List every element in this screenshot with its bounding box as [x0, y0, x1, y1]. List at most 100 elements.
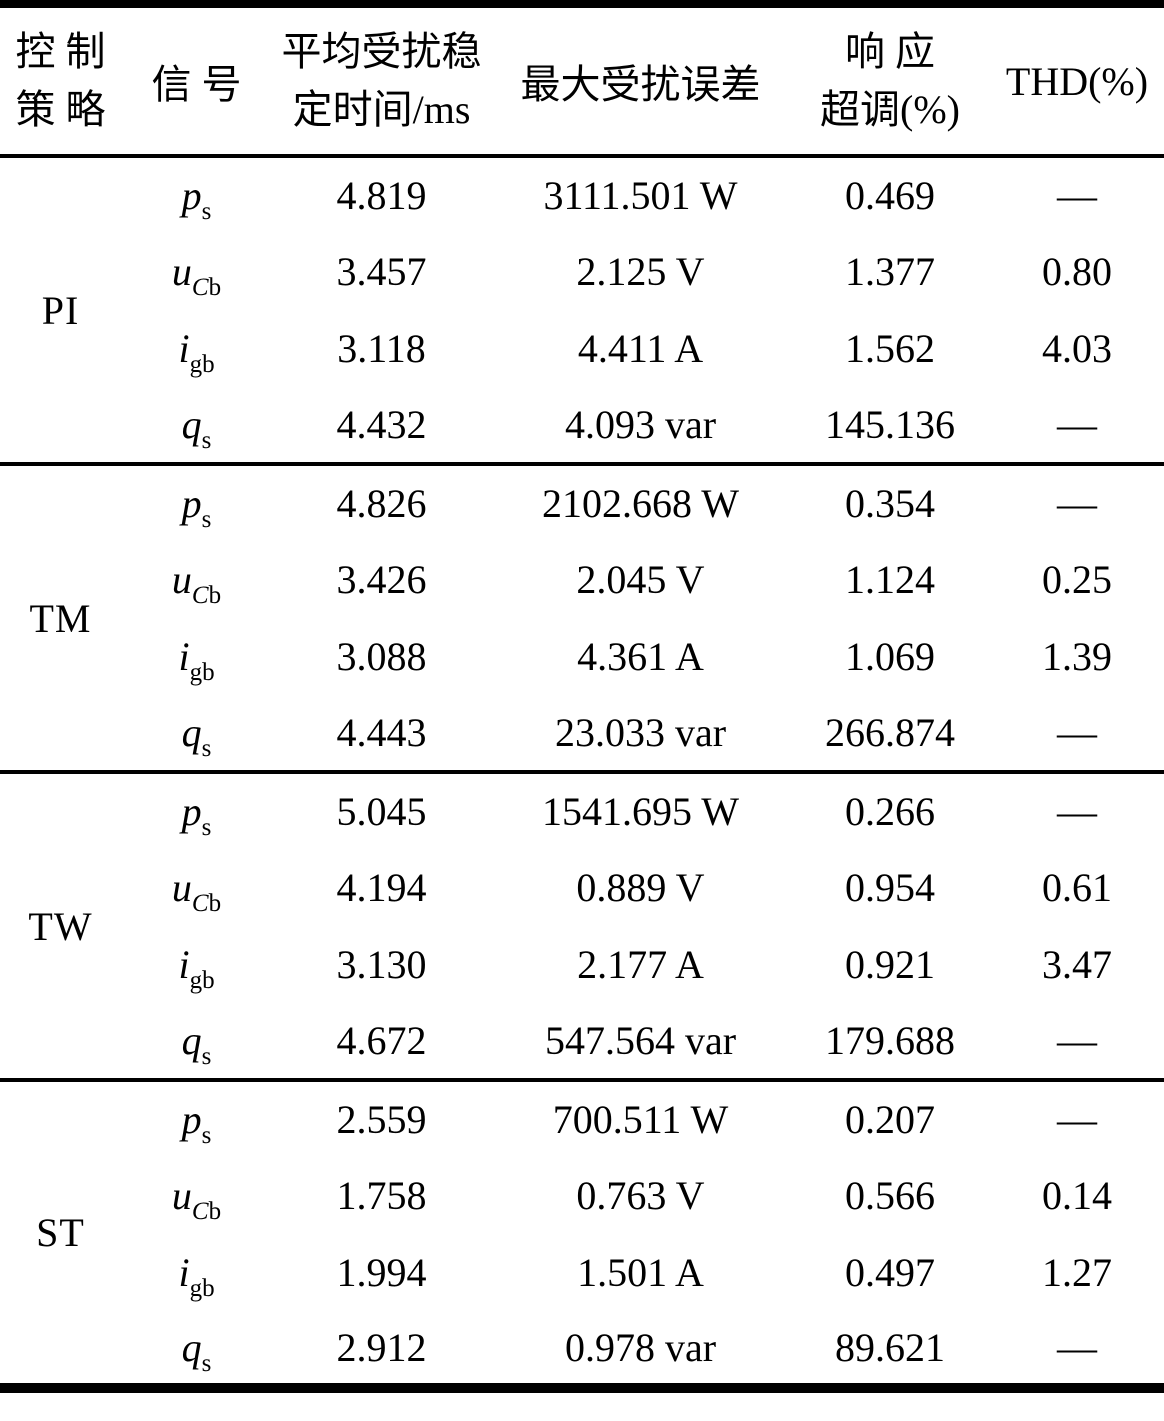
overshoot-cell: 145.136	[825, 402, 955, 447]
table-header: 控 制 策 略 信 号 平均受扰稳 定时间/ms 最大受扰误差 响 应 超调(%…	[0, 4, 1164, 156]
signal-cell: ps	[121, 772, 272, 849]
signal-subscript: gb	[189, 967, 215, 994]
settling-time-cell: 4.194	[336, 865, 427, 910]
signal-cell: uCb	[121, 849, 272, 926]
signal-subscript: Cb	[191, 582, 222, 609]
table-row: qs 4.443 23.033 var 266.874 —	[0, 695, 1164, 772]
thd-cell: —	[1057, 789, 1097, 834]
thd-cell: 1.27	[1042, 1250, 1112, 1295]
signal-subscript: Cb	[191, 890, 222, 917]
settling-time-cell: 2.559	[336, 1097, 427, 1142]
overshoot-cell: 0.354	[845, 481, 935, 526]
overshoot-cell: 89.621	[835, 1324, 945, 1370]
settling-time-cell: 4.819	[336, 173, 427, 218]
overshoot-cell: 0.921	[845, 942, 935, 987]
thd-cell: —	[1057, 1324, 1097, 1370]
overshoot-cell: 0.266	[845, 789, 935, 834]
strategy-cell: ST	[36, 1210, 85, 1255]
signal-cell: igb	[121, 926, 272, 1003]
table-row: uCb 3.426 2.045 V 1.124 0.25	[0, 541, 1164, 618]
col-header-thd: THD(%)	[1005, 58, 1149, 104]
signal-symbol: u	[171, 1173, 192, 1218]
signal-symbol: q	[181, 710, 202, 755]
table-row: uCb 3.457 2.125 V 1.377 0.80	[0, 233, 1164, 310]
strategy-cell: PI	[41, 287, 80, 333]
table-row: qs 4.432 4.093 var 145.136 —	[0, 387, 1164, 464]
col-header-overshoot-line2: 超调(%)	[820, 87, 960, 132]
settling-time-cell: 3.426	[336, 557, 427, 602]
col-header-strategy: 控 制 策 略	[0, 4, 121, 156]
signal-symbol: i	[178, 634, 190, 679]
signal-cell: igb	[121, 310, 272, 387]
max-error-cell: 0.978 var	[564, 1324, 717, 1370]
thd-cell: —	[1057, 1097, 1097, 1142]
signal-cell: uCb	[121, 233, 272, 310]
max-error-cell: 0.763 V	[576, 1173, 705, 1218]
signal-subscript: s	[201, 814, 212, 841]
signal-subscript: s	[201, 198, 212, 225]
signal-cell: qs	[121, 695, 272, 772]
max-error-cell: 1.501 A	[577, 1250, 704, 1295]
signal-symbol: p	[181, 789, 202, 834]
signal-symbol: q	[181, 402, 202, 447]
signal-cell: ps	[121, 1080, 272, 1157]
thd-cell: —	[1057, 402, 1097, 447]
group-pi: PI ps 4.819 3111.501 W 0.469 — uCb 3.457…	[0, 156, 1164, 464]
signal-symbol: u	[171, 249, 192, 294]
col-header-strategy-line1: 控 制	[15, 29, 106, 74]
thd-cell: 3.47	[1042, 942, 1112, 987]
overshoot-cell: 0.469	[845, 173, 935, 218]
thd-cell: 1.39	[1042, 634, 1112, 679]
settling-time-cell: 3.130	[336, 942, 427, 987]
signal-subscript: gb	[189, 1275, 215, 1302]
signal-symbol: p	[181, 481, 202, 526]
col-header-overshoot-line1: 响 应	[845, 29, 935, 74]
max-error-cell: 0.889 V	[576, 865, 705, 910]
settling-time-cell: 4.826	[336, 481, 427, 526]
signal-cell: igb	[121, 618, 272, 695]
col-header-overshoot: 响 应 超调(%)	[790, 4, 990, 156]
thd-cell: 0.14	[1042, 1173, 1112, 1218]
signal-subscript: s	[201, 1043, 212, 1070]
thd-cell: —	[1057, 481, 1097, 526]
settling-time-cell: 1.994	[336, 1250, 427, 1295]
col-header-max-error: 最大受扰误差	[520, 62, 761, 107]
overshoot-cell: 1.562	[845, 326, 935, 371]
signal-symbol: u	[171, 557, 192, 602]
signal-subscript: s	[201, 1349, 212, 1377]
overshoot-cell: 1.069	[845, 634, 935, 679]
group-st: ST ps 2.559 700.511 W 0.207 — uCb 1.758 …	[0, 1080, 1164, 1388]
table-row: TM ps 4.826 2102.668 W 0.354 —	[0, 464, 1164, 641]
max-error-cell: 3111.501 W	[543, 173, 738, 218]
col-header-settling-time: 平均受扰稳 定时间/ms	[272, 4, 491, 156]
strategy-cell: TM	[29, 595, 92, 641]
signal-symbol: u	[171, 865, 192, 910]
signal-symbol: p	[181, 173, 202, 218]
settling-time-cell: 4.443	[336, 710, 427, 755]
overshoot-cell: 0.207	[845, 1097, 935, 1142]
max-error-cell: 2102.668 W	[541, 481, 740, 526]
signal-subscript: s	[201, 735, 212, 762]
settling-time-cell: 4.672	[336, 1018, 427, 1063]
signal-cell: qs	[121, 1311, 272, 1388]
col-header-signal: 信 号	[151, 62, 242, 107]
max-error-cell: 700.511 W	[552, 1097, 729, 1142]
settling-time-cell: 3.457	[336, 249, 427, 294]
signal-subscript: Cb	[191, 274, 222, 301]
max-error-cell: 23.033 var	[554, 710, 727, 755]
thd-cell: 0.61	[1042, 865, 1112, 910]
table-row: igb 3.088 4.361 A 1.069 1.39	[0, 618, 1164, 695]
thd-cell: —	[1057, 1018, 1097, 1063]
overshoot-cell: 0.566	[845, 1173, 935, 1218]
table-row: TW ps 5.045 1541.695 W 0.266 —	[0, 772, 1164, 949]
max-error-cell: 2.177 A	[577, 942, 704, 987]
table-row: uCb 4.194 0.889 V 0.954 0.61	[0, 849, 1164, 926]
thd-cell: —	[1057, 173, 1097, 218]
signal-cell: ps	[121, 156, 272, 233]
max-error-cell: 547.564 var	[544, 1018, 737, 1063]
table-row: qs 2.912 0.978 var 89.621 —	[0, 1311, 1164, 1388]
settling-time-cell: 1.758	[336, 1173, 427, 1218]
table-row: igb 3.118 4.411 A 1.562 4.03	[0, 310, 1164, 387]
